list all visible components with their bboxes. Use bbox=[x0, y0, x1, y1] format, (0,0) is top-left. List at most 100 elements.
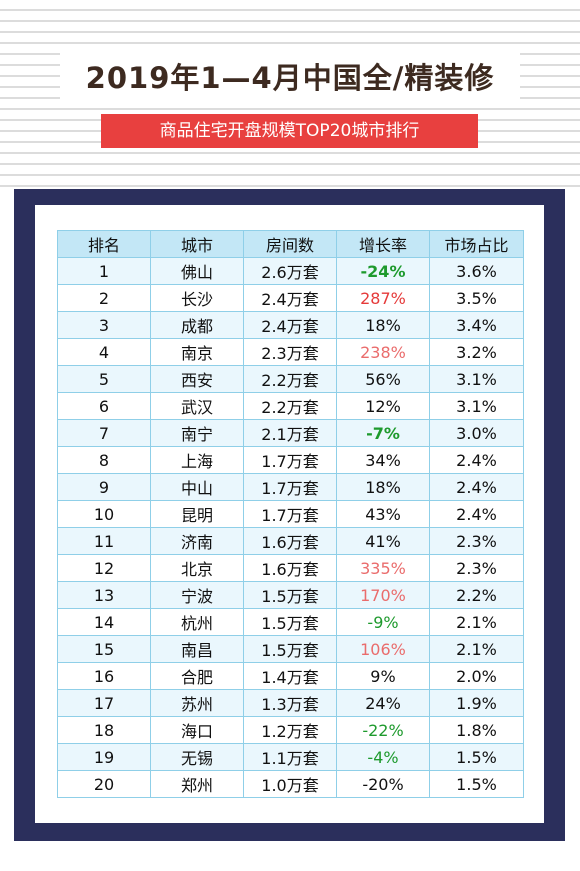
table-row: 6 武汉 2.2万套 12% 3.1% bbox=[57, 392, 524, 420]
header-growth: 增长率 bbox=[336, 230, 430, 258]
rank-cell: 5 bbox=[57, 365, 151, 393]
table-row: 4 南京 2.3万套 238% 3.2% bbox=[57, 338, 524, 366]
header-city: 城市 bbox=[150, 230, 244, 258]
table-row: 5 西安 2.2万套 56% 3.1% bbox=[57, 365, 524, 393]
table-row: 20 郑州 1.0万套 -20% 1.5% bbox=[57, 770, 524, 798]
growth-cell: 43% bbox=[336, 500, 430, 528]
share-cell: 2.1% bbox=[429, 635, 524, 663]
growth-cell: -9% bbox=[336, 608, 430, 636]
growth-cell: -20% bbox=[336, 770, 430, 798]
share-cell: 2.3% bbox=[429, 554, 524, 582]
rank-cell: 16 bbox=[57, 662, 151, 690]
table-row: 7 南宁 2.1万套 -7% 3.0% bbox=[57, 419, 524, 447]
share-cell: 3.0% bbox=[429, 419, 524, 447]
rank-cell: 3 bbox=[57, 311, 151, 339]
city-cell: 济南 bbox=[150, 527, 244, 555]
share-cell: 2.3% bbox=[429, 527, 524, 555]
rooms-cell: 1.2万套 bbox=[243, 716, 337, 744]
rank-cell: 8 bbox=[57, 446, 151, 474]
growth-cell: 34% bbox=[336, 446, 430, 474]
growth-cell: 18% bbox=[336, 473, 430, 501]
share-cell: 3.5% bbox=[429, 284, 524, 312]
rooms-cell: 1.6万套 bbox=[243, 527, 337, 555]
rooms-cell: 2.2万套 bbox=[243, 365, 337, 393]
rank-cell: 14 bbox=[57, 608, 151, 636]
rooms-cell: 1.1万套 bbox=[243, 743, 337, 771]
rank-cell: 13 bbox=[57, 581, 151, 609]
city-cell: 佛山 bbox=[150, 257, 244, 285]
share-cell: 1.5% bbox=[429, 743, 524, 771]
growth-cell: -24% bbox=[336, 257, 430, 285]
table-row: 11 济南 1.6万套 41% 2.3% bbox=[57, 527, 524, 555]
rooms-cell: 1.4万套 bbox=[243, 662, 337, 690]
city-cell: 长沙 bbox=[150, 284, 244, 312]
share-cell: 2.4% bbox=[429, 473, 524, 501]
table-body: 1 佛山 2.6万套 -24% 3.6% 2 长沙 2.4万套 287% 3.5… bbox=[57, 257, 524, 798]
growth-cell: 56% bbox=[336, 365, 430, 393]
rooms-cell: 2.4万套 bbox=[243, 284, 337, 312]
rank-cell: 2 bbox=[57, 284, 151, 312]
rank-cell: 20 bbox=[57, 770, 151, 798]
share-cell: 2.1% bbox=[429, 608, 524, 636]
city-cell: 南京 bbox=[150, 338, 244, 366]
table-row: 8 上海 1.7万套 34% 2.4% bbox=[57, 446, 524, 474]
table-row: 10 昆明 1.7万套 43% 2.4% bbox=[57, 500, 524, 528]
city-cell: 北京 bbox=[150, 554, 244, 582]
share-cell: 3.6% bbox=[429, 257, 524, 285]
table-row: 3 成都 2.4万套 18% 3.4% bbox=[57, 311, 524, 339]
rooms-cell: 1.5万套 bbox=[243, 635, 337, 663]
rooms-cell: 1.0万套 bbox=[243, 770, 337, 798]
city-cell: 中山 bbox=[150, 473, 244, 501]
share-cell: 1.8% bbox=[429, 716, 524, 744]
growth-cell: -4% bbox=[336, 743, 430, 771]
city-cell: 无锡 bbox=[150, 743, 244, 771]
growth-cell: 18% bbox=[336, 311, 430, 339]
table-header-row: 排名 城市 房间数 增长率 市场占比 bbox=[57, 230, 524, 258]
table-row: 19 无锡 1.1万套 -4% 1.5% bbox=[57, 743, 524, 771]
rank-cell: 10 bbox=[57, 500, 151, 528]
share-cell: 2.0% bbox=[429, 662, 524, 690]
growth-cell: 41% bbox=[336, 527, 430, 555]
table-row: 15 南昌 1.5万套 106% 2.1% bbox=[57, 635, 524, 663]
city-cell: 宁波 bbox=[150, 581, 244, 609]
rank-cell: 4 bbox=[57, 338, 151, 366]
growth-cell: -7% bbox=[336, 419, 430, 447]
ranking-table: 排名 城市 房间数 增长率 市场占比 1 佛山 2.6万套 -24% 3.6% … bbox=[57, 230, 524, 798]
rooms-cell: 1.7万套 bbox=[243, 473, 337, 501]
table-row: 9 中山 1.7万套 18% 2.4% bbox=[57, 473, 524, 501]
share-cell: 1.5% bbox=[429, 770, 524, 798]
rooms-cell: 2.3万套 bbox=[243, 338, 337, 366]
rooms-cell: 1.5万套 bbox=[243, 608, 337, 636]
share-cell: 2.4% bbox=[429, 446, 524, 474]
share-cell: 2.2% bbox=[429, 581, 524, 609]
rank-cell: 12 bbox=[57, 554, 151, 582]
share-cell: 3.1% bbox=[429, 365, 524, 393]
rooms-cell: 1.7万套 bbox=[243, 446, 337, 474]
growth-cell: 170% bbox=[336, 581, 430, 609]
growth-cell: 24% bbox=[336, 689, 430, 717]
share-cell: 2.4% bbox=[429, 500, 524, 528]
growth-cell: -22% bbox=[336, 716, 430, 744]
city-cell: 成都 bbox=[150, 311, 244, 339]
city-cell: 昆明 bbox=[150, 500, 244, 528]
table-row: 1 佛山 2.6万套 -24% 3.6% bbox=[57, 257, 524, 285]
city-cell: 海口 bbox=[150, 716, 244, 744]
rank-cell: 11 bbox=[57, 527, 151, 555]
rank-cell: 9 bbox=[57, 473, 151, 501]
rank-cell: 15 bbox=[57, 635, 151, 663]
table-row: 18 海口 1.2万套 -22% 1.8% bbox=[57, 716, 524, 744]
rooms-cell: 2.6万套 bbox=[243, 257, 337, 285]
city-cell: 郑州 bbox=[150, 770, 244, 798]
subtitle-banner: 商品住宅开盘规模TOP20城市排行 bbox=[101, 114, 478, 148]
growth-cell: 238% bbox=[336, 338, 430, 366]
growth-cell: 287% bbox=[336, 284, 430, 312]
growth-cell: 335% bbox=[336, 554, 430, 582]
growth-cell: 106% bbox=[336, 635, 430, 663]
rooms-cell: 2.1万套 bbox=[243, 419, 337, 447]
rooms-cell: 2.4万套 bbox=[243, 311, 337, 339]
table-row: 2 长沙 2.4万套 287% 3.5% bbox=[57, 284, 524, 312]
table-row: 16 合肥 1.4万套 9% 2.0% bbox=[57, 662, 524, 690]
rank-cell: 17 bbox=[57, 689, 151, 717]
rank-cell: 18 bbox=[57, 716, 151, 744]
city-cell: 南宁 bbox=[150, 419, 244, 447]
